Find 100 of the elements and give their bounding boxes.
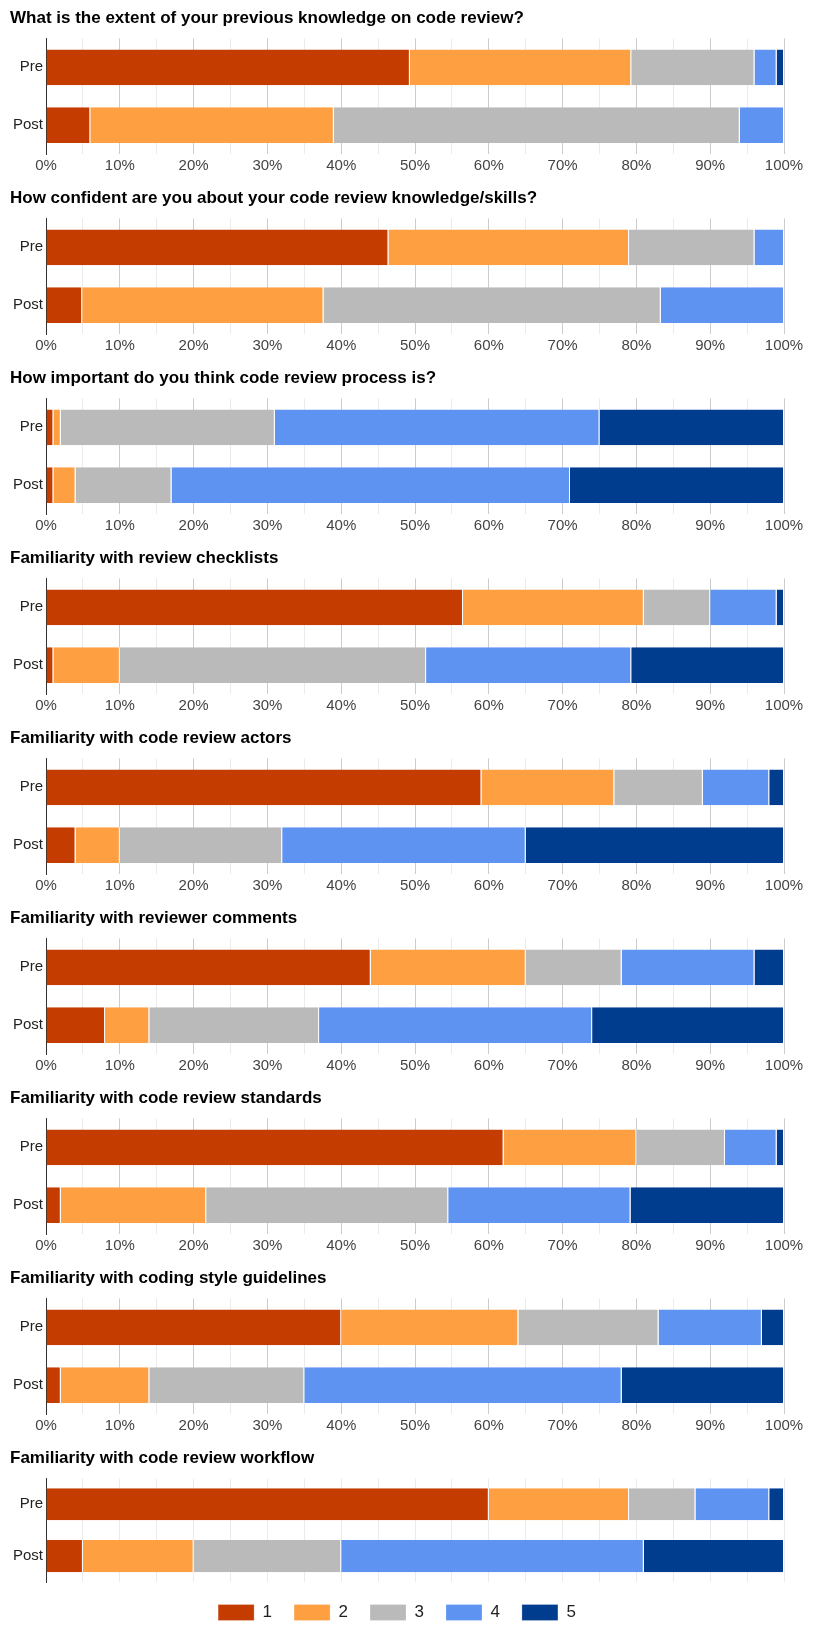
x-tick-label: 90% [695, 156, 726, 174]
x-tick-label: 10% [104, 1236, 135, 1254]
x-tick-label: 20% [178, 696, 209, 714]
x-tick-label: 90% [695, 336, 726, 354]
chart-title: Familiarity with coding style guidelines [10, 1267, 327, 1287]
x-tick-label: 0% [35, 1416, 57, 1434]
x-tick-label: 80% [621, 1416, 652, 1434]
x-tick-label: 40% [326, 156, 357, 174]
x-tick-label: 40% [326, 1236, 357, 1254]
x-tick-label: 80% [621, 696, 652, 714]
chart-title: Familiarity with review checklists [10, 547, 279, 567]
x-tick-label: 90% [695, 1056, 726, 1074]
chart-title: Familiarity with code review actors [10, 727, 292, 747]
x-tick-label: 90% [695, 516, 726, 534]
x-tick-label: 10% [104, 696, 135, 714]
x-tick-label: 0% [35, 696, 57, 714]
x-tick-label: 100% [764, 516, 804, 534]
x-tick-label: 60% [473, 156, 504, 174]
y-tick-label: Post [13, 1015, 44, 1033]
y-tick-label: Pre [19, 1137, 44, 1155]
legend-label: 2 [338, 1602, 349, 1622]
x-tick-label: 90% [695, 1416, 726, 1434]
x-tick-label: 50% [399, 876, 431, 894]
x-tick-label: 60% [473, 1056, 504, 1074]
x-tick-label: 60% [473, 876, 504, 894]
x-tick-label: 100% [764, 1416, 804, 1434]
y-tick-label: Pre [19, 417, 44, 435]
x-tick-label: 30% [252, 336, 283, 354]
x-tick-label: 100% [764, 1056, 804, 1074]
chart-title: How confident are you about your code review knowledge/skills? [10, 187, 538, 207]
x-tick-label: 70% [547, 156, 578, 174]
x-tick-label: 50% [399, 516, 431, 534]
x-tick-label: 80% [621, 876, 652, 894]
x-tick-label: 60% [473, 516, 504, 534]
x-tick-label: 50% [399, 1236, 431, 1254]
y-tick-label: Pre [19, 777, 44, 795]
x-tick-label: 70% [547, 516, 578, 534]
x-tick-label: 10% [104, 1056, 135, 1074]
x-tick-label: 30% [252, 696, 283, 714]
x-tick-label: 70% [547, 1416, 578, 1434]
y-tick-label: Pre [19, 597, 44, 615]
x-tick-label: 0% [35, 336, 57, 354]
x-tick-label: 80% [621, 156, 652, 174]
x-tick-label: 40% [326, 516, 357, 534]
x-tick-label: 30% [252, 1056, 283, 1074]
y-tick-label: Pre [19, 1494, 44, 1512]
chart-title: Familiarity with code review workflow [10, 1447, 315, 1467]
x-tick-label: 70% [547, 876, 578, 894]
x-tick-label: 20% [178, 156, 209, 174]
x-tick-label: 20% [178, 1236, 209, 1254]
y-tick-label: Pre [19, 957, 44, 975]
x-tick-label: 100% [764, 876, 804, 894]
x-tick-label: 0% [35, 516, 57, 534]
x-tick-label: 50% [399, 156, 431, 174]
x-tick-label: 0% [35, 156, 57, 174]
x-tick-label: 20% [178, 876, 209, 894]
legend-label: 4 [490, 1602, 500, 1622]
y-tick-label: Post [13, 475, 44, 493]
x-tick-label: 10% [104, 156, 135, 174]
x-tick-label: 0% [35, 1056, 57, 1074]
legend-label: 5 [566, 1602, 576, 1622]
x-tick-label: 20% [178, 516, 209, 534]
chart-title: Familiarity with reviewer comments [10, 907, 298, 927]
x-tick-label: 80% [621, 336, 652, 354]
x-tick-label: 70% [547, 1056, 578, 1074]
x-tick-label: 80% [621, 1236, 652, 1254]
x-tick-label: 30% [252, 1236, 283, 1254]
chart-title: What is the extent of your previous knowledge on code review? [10, 7, 524, 27]
x-tick-label: 90% [695, 876, 726, 894]
x-tick-label: 40% [326, 336, 357, 354]
legend-label: 1 [262, 1602, 273, 1622]
x-tick-label: 70% [547, 696, 578, 714]
y-tick-label: Pre [19, 57, 44, 75]
x-tick-label: 10% [104, 1416, 135, 1434]
x-tick-label: 80% [621, 516, 652, 534]
x-tick-label: 40% [326, 1416, 357, 1434]
x-tick-label: 10% [104, 336, 135, 354]
y-tick-label: Post [13, 1546, 44, 1564]
y-tick-label: Pre [19, 1317, 44, 1335]
y-tick-label: Post [13, 1195, 44, 1213]
y-tick-label: Post [13, 115, 44, 133]
x-tick-label: 50% [399, 696, 431, 714]
x-tick-label: 70% [547, 336, 578, 354]
y-tick-label: Post [13, 835, 44, 853]
y-tick-label: Post [13, 1375, 44, 1393]
x-tick-label: 60% [473, 1416, 504, 1434]
x-tick-label: 90% [695, 1236, 726, 1254]
x-tick-label: 100% [764, 156, 804, 174]
x-tick-label: 60% [473, 1236, 504, 1254]
chart-title: How important do you think code review process is? [10, 367, 437, 387]
x-tick-label: 70% [547, 1236, 578, 1254]
x-tick-label: 20% [178, 1416, 209, 1434]
y-tick-label: Post [13, 655, 44, 673]
x-tick-label: 60% [473, 336, 504, 354]
x-tick-label: 20% [178, 1056, 209, 1074]
x-tick-label: 50% [399, 336, 431, 354]
x-tick-label: 20% [178, 336, 209, 354]
y-tick-label: Pre [19, 237, 44, 255]
x-tick-label: 30% [252, 876, 283, 894]
x-tick-label: 30% [252, 516, 283, 534]
